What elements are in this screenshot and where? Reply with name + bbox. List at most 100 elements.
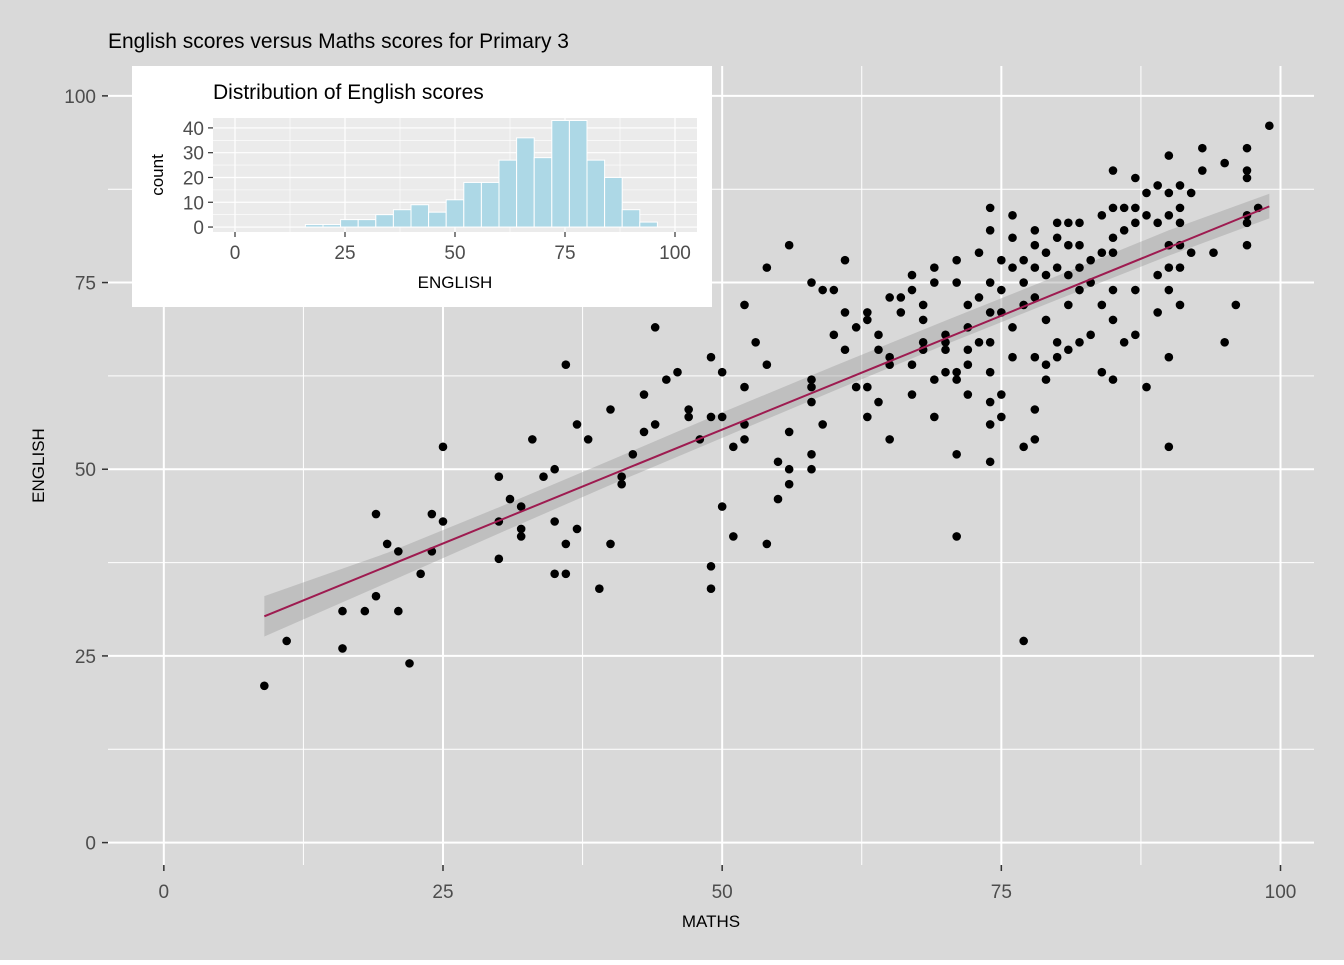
scatter-point: [729, 532, 738, 541]
scatter-point: [1164, 188, 1174, 198]
scatter-point: [773, 457, 783, 467]
scatter-point: [818, 285, 827, 295]
histogram-bar: [480, 181, 500, 228]
scatter-point: [762, 539, 772, 549]
scatter-point: [1008, 233, 1017, 243]
scatter-point: [617, 472, 626, 482]
histogram-bar: [392, 209, 412, 228]
scatter-point: [1064, 240, 1073, 250]
scatter-point: [1164, 211, 1174, 220]
scatter-point: [394, 547, 403, 556]
scatter-point: [595, 584, 604, 594]
scatter-point: [863, 382, 872, 392]
inset-x-tick-label: 75: [554, 243, 575, 264]
scatter-point: [706, 412, 716, 422]
scatter-point: [1008, 263, 1017, 272]
scatter-point: [650, 420, 660, 429]
inset-x-tick-label: 100: [659, 243, 691, 264]
scatter-point: [1075, 263, 1084, 272]
scatter-point: [717, 367, 727, 377]
scatter-point: [863, 412, 872, 422]
scatter-point: [840, 308, 850, 317]
scatter-point: [1198, 166, 1207, 175]
scatter-point: [360, 606, 370, 616]
scatter-point: [371, 591, 381, 601]
scatter-point: [539, 472, 548, 482]
scatter-point: [717, 502, 727, 511]
scatter-point: [561, 360, 571, 369]
scatter-point: [829, 285, 839, 295]
scatter-point: [907, 285, 917, 295]
scatter-point: [784, 479, 794, 489]
scatter-point: [1164, 285, 1174, 295]
inset-x-axis-label: ENGLISH: [418, 273, 493, 292]
scatter-point: [673, 367, 682, 377]
scatter-point: [1086, 330, 1095, 340]
scatter-point: [1019, 636, 1028, 646]
scatter-point: [985, 397, 995, 407]
scatter-point: [1131, 218, 1140, 228]
scatter-point: [338, 606, 347, 616]
scatter-point: [1131, 173, 1140, 183]
scatter-point: [706, 352, 716, 362]
scatter-point: [1220, 337, 1229, 347]
scatter-point: [1108, 285, 1118, 295]
scatter-point: [1108, 233, 1118, 243]
scatter-point: [516, 502, 526, 511]
scatter-point: [1131, 203, 1140, 213]
scatter-point: [907, 270, 917, 280]
y-axis-label: ENGLISH: [29, 428, 48, 503]
chart-title: English scores versus Maths scores for P…: [108, 30, 569, 53]
scatter-point: [952, 278, 961, 287]
scatter-point: [1242, 166, 1252, 175]
y-tick-label: 75: [75, 274, 96, 295]
scatter-point: [1030, 263, 1040, 272]
scatter-point: [1265, 121, 1274, 131]
scatter-point: [1175, 181, 1185, 190]
histogram-bar: [586, 159, 606, 228]
scatter-point: [1186, 188, 1196, 198]
scatter-point: [740, 300, 749, 310]
scatter-point: [662, 375, 671, 384]
scatter-point: [1164, 442, 1174, 452]
scatter-point: [807, 278, 816, 287]
scatter-point: [1052, 337, 1062, 347]
scatter-point: [438, 442, 448, 452]
scatter-point: [997, 390, 1006, 399]
scatter-point: [606, 539, 615, 549]
scatter-point: [1108, 203, 1118, 213]
histogram-bar: [498, 159, 518, 228]
scatter-point: [941, 345, 950, 355]
scatter-point: [807, 375, 816, 384]
scatter-point: [807, 382, 816, 392]
scatter-point: [1041, 375, 1051, 384]
scatter-point: [617, 479, 626, 489]
scatter-point: [952, 375, 961, 384]
histogram-bar: [551, 119, 570, 228]
scatter-point: [628, 449, 638, 459]
scatter-point: [1242, 240, 1252, 250]
scatter-point: [952, 449, 961, 459]
scatter-point: [528, 435, 537, 444]
inset-x-tick-label: 50: [444, 243, 465, 264]
histogram-bar: [357, 219, 377, 228]
x-tick-label: 75: [991, 882, 1012, 903]
scatter-point: [1075, 218, 1084, 228]
scatter-point: [706, 562, 716, 571]
scatter-point: [997, 255, 1006, 265]
histogram-bar: [375, 214, 394, 228]
scatter-point: [963, 360, 973, 369]
scatter-point: [1097, 211, 1107, 220]
scatter-point: [1108, 375, 1118, 384]
scatter-point: [1119, 225, 1129, 235]
scatter-point: [1030, 293, 1040, 302]
scatter-point: [941, 367, 950, 377]
scatter-point: [1019, 442, 1028, 452]
scatter-point: [974, 248, 984, 257]
scatter-point: [1131, 330, 1140, 340]
scatter-point: [851, 323, 861, 332]
scatter-point: [572, 524, 582, 534]
scatter-point: [1164, 151, 1174, 160]
scatter-point: [1008, 211, 1017, 220]
